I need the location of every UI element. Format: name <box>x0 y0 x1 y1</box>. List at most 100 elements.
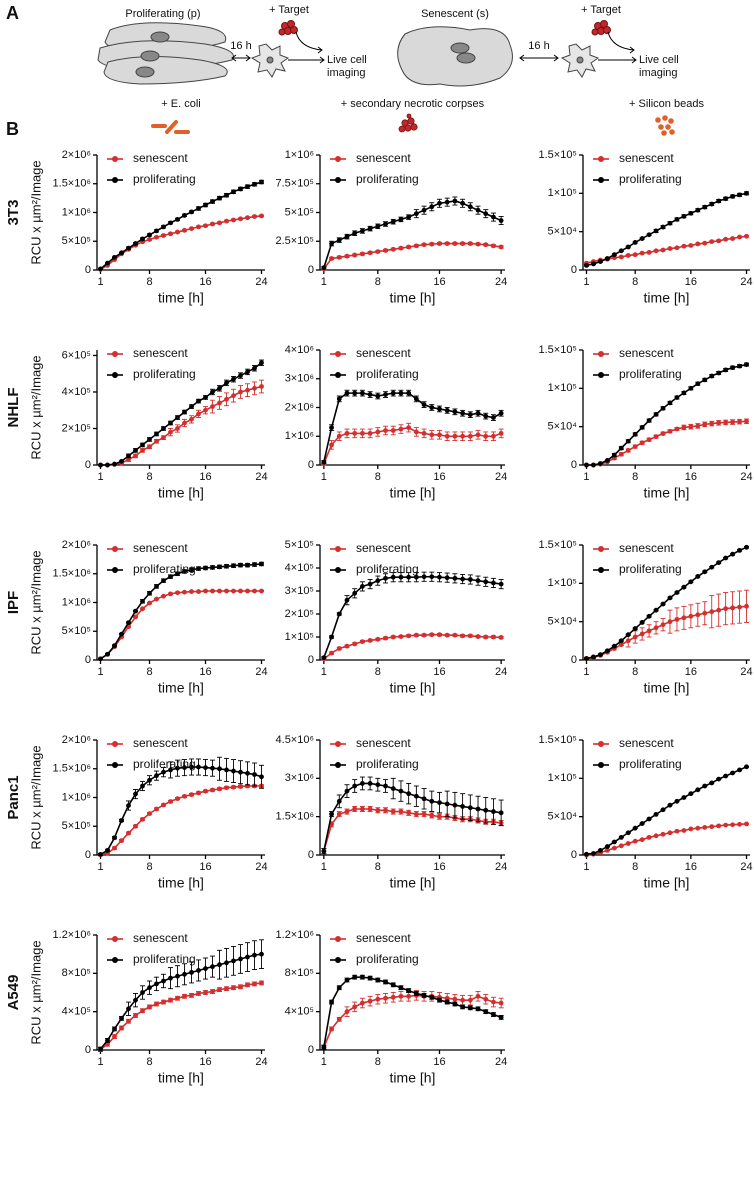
data-point <box>231 768 236 774</box>
data-point <box>723 236 729 242</box>
data-point <box>688 791 694 797</box>
data-point <box>231 588 236 594</box>
data-point <box>674 217 680 222</box>
data-point <box>210 989 215 994</box>
data-point <box>688 210 694 216</box>
data-point <box>329 1026 334 1032</box>
data-point <box>344 1009 350 1015</box>
data-point <box>359 781 365 786</box>
data-point <box>591 261 596 267</box>
y-tick-label: 2×10⁵ <box>62 422 91 434</box>
y-tick-label: 4×10⁶ <box>285 344 314 356</box>
data-point <box>702 421 708 427</box>
data-point <box>168 420 173 426</box>
data-point <box>140 816 145 822</box>
y-tick-label: 0 <box>308 459 314 471</box>
data-point <box>383 575 388 581</box>
data-point <box>161 435 166 441</box>
data-point <box>702 783 708 789</box>
data-point <box>352 252 358 258</box>
data-point <box>406 810 412 816</box>
data-point <box>421 242 427 248</box>
series <box>321 389 504 465</box>
data-point <box>491 580 496 586</box>
data-point <box>460 1004 466 1010</box>
legend-label: proliferating <box>356 952 419 966</box>
data-point <box>498 410 504 416</box>
data-point <box>625 638 631 644</box>
data-point <box>653 625 659 631</box>
series-line <box>323 782 502 852</box>
data-point <box>667 830 673 836</box>
data-point <box>375 807 381 813</box>
icon <box>655 115 675 136</box>
data-point <box>367 781 373 786</box>
data-point <box>359 430 365 436</box>
data-point <box>112 1034 117 1039</box>
data-point <box>695 574 701 579</box>
legend-label: senescent <box>133 931 188 945</box>
data-point <box>398 574 404 580</box>
data-point <box>259 360 264 366</box>
data-point <box>709 421 715 426</box>
data-point <box>413 991 419 996</box>
series-line <box>586 823 747 856</box>
data-point <box>688 385 694 391</box>
data-point <box>238 956 243 962</box>
data-point <box>189 416 194 422</box>
data-point <box>660 431 666 436</box>
data-point <box>723 420 729 425</box>
data-point <box>147 590 152 596</box>
series-line <box>100 385 262 466</box>
data-point <box>406 425 412 431</box>
x-axis-label: time [h] <box>158 875 204 891</box>
legend-marker <box>335 546 341 552</box>
data-point <box>367 250 373 256</box>
data-point <box>154 584 159 589</box>
data-point <box>175 217 180 222</box>
data-point <box>702 825 708 830</box>
data-point <box>182 420 187 426</box>
data-point <box>618 843 624 849</box>
y-tick-label: 8×10⁵ <box>62 967 91 979</box>
data-point <box>737 547 742 553</box>
x-axis-label: time [h] <box>390 485 436 501</box>
data-point <box>238 769 243 775</box>
data-point <box>238 588 243 594</box>
icon <box>151 120 190 134</box>
y-tick-label: 0 <box>85 459 91 471</box>
data-point <box>112 254 117 260</box>
data-point <box>375 996 381 1002</box>
x-tick-label: 8 <box>632 666 638 678</box>
data-point <box>421 402 427 408</box>
data-point <box>231 189 236 195</box>
data-point <box>196 790 201 796</box>
data-point <box>196 991 201 996</box>
data-point <box>444 801 450 807</box>
data-point <box>182 765 187 770</box>
data-point <box>406 791 412 797</box>
data-point <box>737 234 742 240</box>
data-point <box>119 818 124 823</box>
data-point <box>737 192 742 198</box>
data-point <box>639 620 645 625</box>
y-tick-label: 3×10⁵ <box>285 585 314 597</box>
data-point <box>105 1038 110 1043</box>
data-point <box>98 852 103 857</box>
data-point <box>238 186 243 192</box>
data-point <box>737 363 742 369</box>
data-point <box>639 837 645 843</box>
data-point <box>383 807 388 813</box>
series-line <box>586 766 747 856</box>
data-point <box>245 562 250 568</box>
data-point <box>737 821 742 827</box>
data-point <box>203 202 208 208</box>
data-point <box>604 256 610 261</box>
data-point <box>133 823 138 829</box>
data-point <box>259 951 264 957</box>
data-point <box>203 395 208 400</box>
data-point <box>140 447 145 453</box>
data-point <box>321 1044 327 1050</box>
data-point <box>383 783 388 789</box>
data-point <box>604 458 610 463</box>
